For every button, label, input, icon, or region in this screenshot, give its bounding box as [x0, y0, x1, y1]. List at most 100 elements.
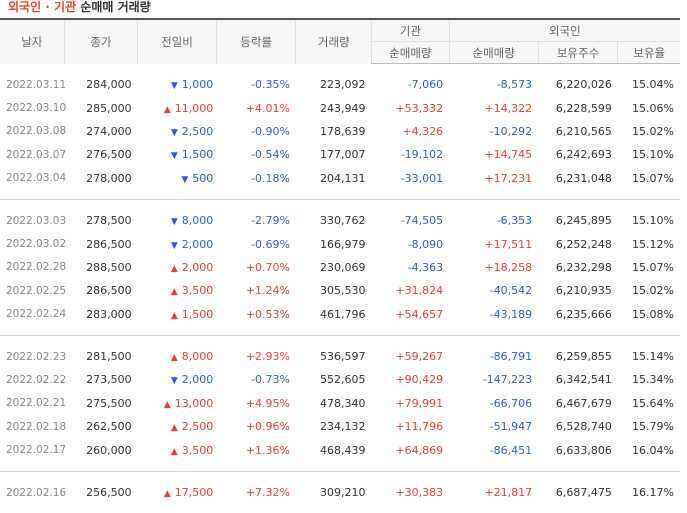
header-date: 날자 [0, 19, 64, 64]
institution-net-cell: +30,383 [372, 481, 450, 504]
date-cell: 2022.02.28 [0, 256, 64, 279]
foreigner-holdings-cell: 6,235,666 [538, 303, 618, 326]
down-triangle-icon: ▼ [171, 376, 178, 386]
change-cell: ▼8,000 [138, 209, 217, 232]
change-value: 2,500 [182, 420, 214, 433]
foreigner-ratio-cell: 15.02% [618, 120, 680, 143]
volume-cell: 166,979 [296, 232, 372, 255]
foreigner-ratio-cell: 15.12% [618, 232, 680, 255]
foreigner-ratio-cell: 15.10% [618, 143, 680, 166]
change-value: 1,500 [182, 308, 214, 321]
change-value: 17,500 [175, 486, 214, 499]
change-rate-cell: -0.18% [216, 167, 296, 190]
foreigner-ratio-cell: 15.02% [618, 279, 680, 302]
change-cell: ▲3,500 [138, 279, 217, 302]
change-rate-cell: +0.53% [216, 303, 296, 326]
foreigner-net-cell: -51,947 [449, 415, 538, 438]
foreigner-net-cell: +21,817 [449, 481, 538, 504]
change-cell: ▼1,500 [138, 143, 217, 166]
change-rate-cell: -0.69% [216, 232, 296, 255]
foreigner-holdings-cell: 6,220,026 [538, 73, 618, 96]
row-spacer [0, 64, 680, 74]
title-investor-type: 외국인 · 기관 [8, 0, 76, 14]
date-cell: 2022.03.02 [0, 232, 64, 255]
close-price-cell: 276,500 [64, 143, 137, 166]
foreigner-ratio-cell: 15.07% [618, 167, 680, 190]
date-cell: 2022.03.07 [0, 143, 64, 166]
header-close-price: 종가 [64, 19, 137, 64]
change-rate-cell: +0.96% [216, 415, 296, 438]
change-value: 2,000 [182, 238, 214, 251]
volume-cell: 468,439 [296, 438, 372, 461]
foreigner-net-cell: -10,292 [449, 120, 538, 143]
date-cell: 2022.03.10 [0, 96, 64, 119]
date-cell: 2022.02.18 [0, 415, 64, 438]
up-triangle-icon: ▲ [171, 447, 178, 457]
down-triangle-icon: ▼ [171, 128, 178, 138]
foreigner-holdings-cell: 6,210,935 [538, 279, 618, 302]
foreigner-holdings-cell: 6,342,541 [538, 368, 618, 391]
change-cell: ▼ 2,500 [138, 120, 217, 143]
institution-net-cell: +79,991 [372, 392, 450, 415]
volume-cell: 461,796 [296, 303, 372, 326]
foreigner-holdings-cell: 6,231,048 [538, 167, 618, 190]
up-triangle-icon: ▲ [171, 311, 178, 321]
foreigner-ratio-cell: 16.04% [618, 438, 680, 461]
foreigner-ratio-cell: 15.10% [618, 209, 680, 232]
change-rate-cell: +1.24% [216, 279, 296, 302]
change-value: 2,000 [182, 373, 214, 386]
institution-net-cell: -74,505 [372, 209, 450, 232]
volume-cell: 309,210 [296, 481, 372, 504]
close-price-cell: 275,500 [64, 392, 137, 415]
up-triangle-icon: ▲ [171, 353, 178, 363]
close-price-cell: 278,000 [64, 167, 137, 190]
group-divider [0, 190, 680, 200]
institution-net-cell: -8,090 [372, 232, 450, 255]
foreigner-holdings-cell: 6,232,298 [538, 256, 618, 279]
foreigner-net-cell: -6,353 [449, 209, 538, 232]
close-price-cell: 284,000 [64, 73, 137, 96]
foreigner-net-cell: -40,542 [449, 279, 538, 302]
foreigner-net-cell: +14,322 [449, 96, 538, 119]
volume-cell: 234,132 [296, 415, 372, 438]
header-change: 전일비 [138, 19, 217, 64]
change-value: 13,000 [175, 397, 214, 410]
volume-cell: 230,069 [296, 256, 372, 279]
down-triangle-icon: ▼ [181, 175, 188, 185]
institution-net-cell: +4,326 [372, 120, 450, 143]
change-rate-cell: +0.70% [216, 256, 296, 279]
volume-cell: 243,949 [296, 96, 372, 119]
change-cell: ▲11,000 [138, 96, 217, 119]
change-value: 2,500 [182, 125, 214, 138]
date-cell: 2022.03.03 [0, 209, 64, 232]
foreigner-net-cell: -43,189 [449, 303, 538, 326]
close-price-cell: 256,500 [64, 481, 137, 504]
change-value: 2,000 [182, 261, 214, 274]
date-cell: 2022.03.04 [0, 167, 64, 190]
foreigner-holdings-cell: 6,687,475 [538, 481, 618, 504]
change-rate-cell: +4.01% [216, 96, 296, 119]
volume-cell: 305,530 [296, 279, 372, 302]
change-rate-cell: -2.79% [216, 209, 296, 232]
investor-trading-table: 날자 종가 전일비 등락률 거래량 기관 외국인 순매매량 순매매량 보유주수 … [0, 18, 680, 513]
header-foreigner-net: 순매매량 [449, 42, 538, 64]
foreigner-net-cell: -8,573 [449, 73, 538, 96]
change-rate-cell: +1.36% [216, 438, 296, 461]
foreigner-holdings-cell: 6,252,248 [538, 232, 618, 255]
change-value: 3,500 [182, 444, 214, 457]
group-divider [0, 462, 680, 472]
foreigner-holdings-cell: 6,633,806 [538, 438, 618, 461]
change-value: 1,500 [182, 148, 214, 161]
close-price-cell: 281,500 [64, 345, 137, 368]
